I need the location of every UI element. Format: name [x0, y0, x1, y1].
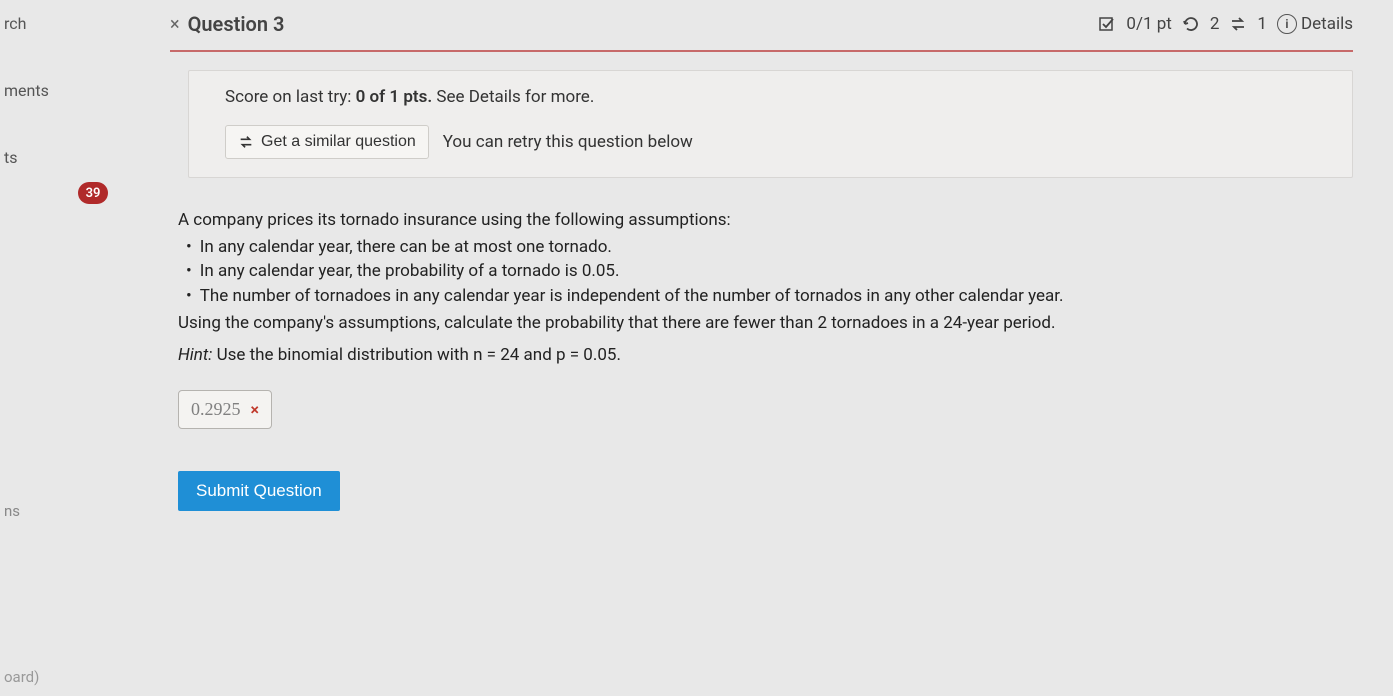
swaps-count: 1 [1257, 14, 1267, 34]
sidebar-item-ments[interactable]: ments [0, 75, 100, 106]
retry-row: Get a similar question You can retry thi… [225, 125, 1332, 159]
sidebar-item-ts[interactable]: ts [0, 142, 100, 173]
answer-input[interactable]: 0.2925 × [178, 390, 272, 429]
retries-count: 2 [1210, 14, 1220, 34]
score-line: Score on last try: 0 of 1 pts. See Detai… [225, 87, 1332, 107]
list-item: In any calendar year, the probability of… [186, 259, 1228, 284]
swap-icon [238, 134, 254, 150]
main-content: × Question 3 0/1 pt 2 1 i Details Score … [160, 0, 1393, 531]
points-label: 0/1 pt [1126, 14, 1171, 34]
question-intro: A company prices its tornado insurance u… [178, 208, 1228, 233]
details-label: Details [1301, 14, 1353, 34]
question-meta: 0/1 pt 2 1 i Details [1098, 14, 1353, 34]
question-title: Question 3 [188, 12, 285, 36]
similar-question-button[interactable]: Get a similar question [225, 125, 429, 159]
score-suffix: See Details for more. [432, 87, 594, 107]
notification-badge: 39 [78, 182, 108, 204]
sidebar-item-board[interactable]: oard) [4, 668, 39, 686]
wrong-mark-icon: × [251, 400, 260, 419]
answer-value: 0.2925 [191, 399, 241, 420]
info-icon: i [1277, 14, 1297, 34]
similar-button-label: Get a similar question [261, 133, 416, 151]
undo-icon [1182, 15, 1200, 33]
hint-label: Hint: [178, 345, 212, 365]
submit-button[interactable]: Submit Question [178, 471, 340, 511]
sidebar-item-rch[interactable]: rch [0, 8, 100, 39]
score-prefix: Score on last try: [225, 87, 356, 107]
list-item: The number of tornadoes in any calendar … [186, 284, 1228, 309]
swap-icon [1229, 15, 1247, 33]
question-header: × Question 3 0/1 pt 2 1 i Details [170, 8, 1353, 52]
details-button[interactable]: i Details [1277, 14, 1353, 34]
list-item: In any calendar year, there can be at mo… [186, 235, 1228, 260]
check-icon [1098, 15, 1116, 33]
hint: Hint: Use the binomial distribution with… [178, 343, 1228, 368]
close-icon: × [170, 14, 180, 35]
score-value: 0 of 1 pts. [356, 87, 433, 107]
sidebar: rch ments ts [0, 0, 100, 696]
question-prompt: Using the company's assumptions, calcula… [178, 311, 1228, 336]
question-title-group: × Question 3 [170, 12, 284, 36]
assumptions-list: In any calendar year, there can be at mo… [178, 235, 1228, 309]
question-body: A company prices its tornado insurance u… [178, 208, 1228, 368]
hint-text: Use the binomial distribution with n = 2… [212, 345, 621, 365]
retry-text: You can retry this question below [443, 132, 693, 152]
sidebar-item-ns[interactable]: ns [0, 502, 20, 520]
badge-container: 39 [78, 182, 108, 204]
score-box: Score on last try: 0 of 1 pts. See Detai… [188, 70, 1353, 178]
